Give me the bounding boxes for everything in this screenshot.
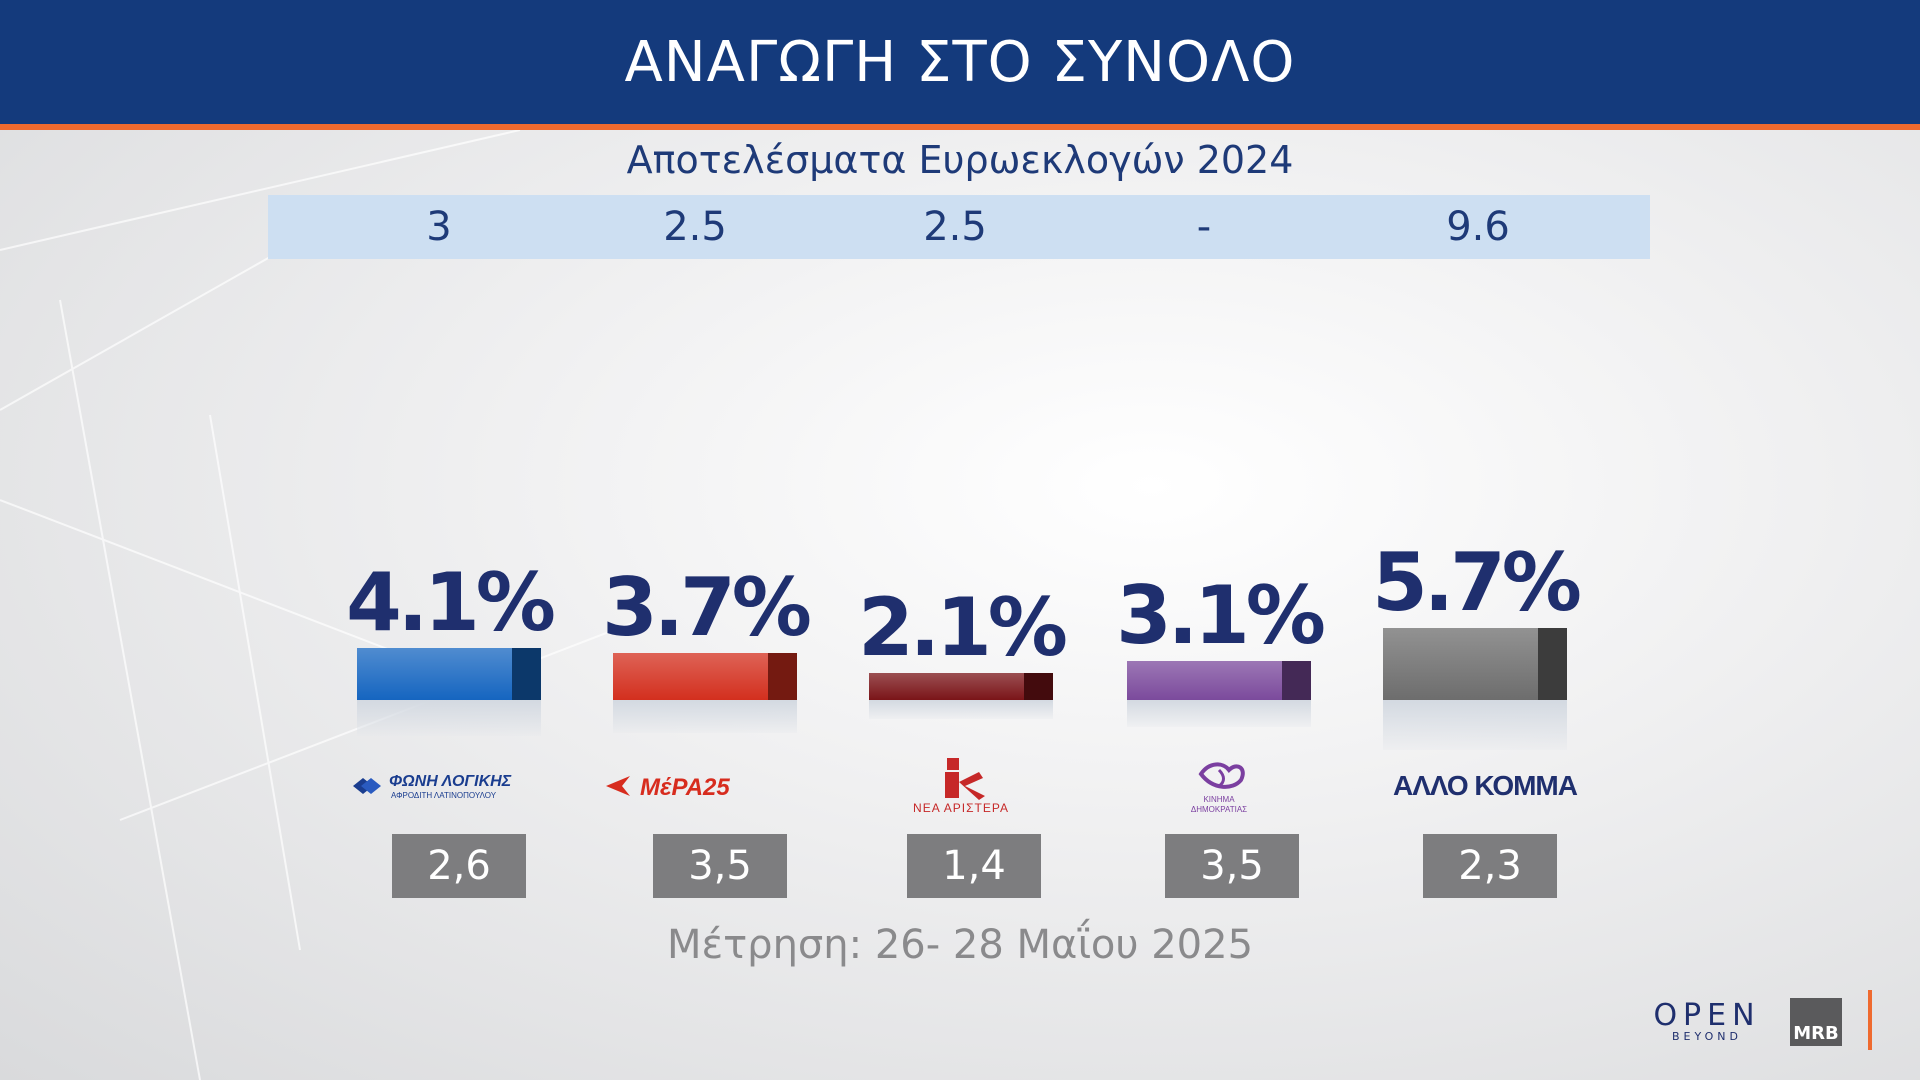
kinima-logo-icon: ΚΙΝΗΜΑ ΔΗΜΟΚΡΑΤΙΑΣ [1191,762,1247,814]
measurement-date: Μέτρηση: 26- 28 Μαΐου 2025 [666,922,1254,968]
previous-poll-box-3: 1,4 [907,834,1041,898]
brand-divider [1868,990,1872,1050]
mrb-logo: MRB [1790,998,1842,1046]
bar-face [613,653,768,700]
page-title: ΑΝΑΓΩΓΗ ΣΤΟ ΣΥΝΟΛΟ [624,29,1296,95]
bar-5 [1383,628,1567,700]
bar-face [869,673,1024,700]
bar-4 [1127,660,1311,700]
kinima-text-2: ΔΗΜΟΚΡΑΤΙΑΣ [1191,805,1247,814]
nea-aristera-text: ΝΕΑ ΑΡΙΣΤΕΡΑ [913,801,1009,815]
bar-reflection-5 [1383,700,1567,750]
previous-poll-box-2: 3,5 [653,834,787,898]
allo-komma-text: ΑΛΛΟ ΚΟΜΜΑ [1393,770,1578,801]
open-logo: OPEN [1653,998,1761,1033]
header-bar: ΑΝΑΓΩΓΗ ΣΤΟ ΣΥΝΟΛΟ [0,0,1920,130]
kinima-text-1: ΚΙΝΗΜΑ [1203,795,1235,804]
bar-reflection-2 [613,700,797,733]
bar-side [1024,673,1053,700]
logo-allo-komma: ΑΛΛΟ ΚΟΜΜΑ [1375,756,1595,816]
logo-nea-aristera: ΝΕΑ ΑΡΙΣΤΕΡΑ [851,756,1071,816]
foni-logikis-text: ΦΩΝΗ ΛΟΓΙΚΗΣ [389,773,512,790]
bar-reflection-3 [869,700,1053,719]
bar-reflection-1 [357,700,541,736]
open-beyond-text: BEYOND [1672,1030,1742,1043]
bar-value-label-2: 3.7% [602,561,812,655]
previous-value-5: 9.6 [1446,204,1510,250]
bar-side [1282,660,1311,700]
bar-value-label-4: 3.1% [1116,568,1326,662]
mera25-text: ΜέΡΑ25 [640,774,730,801]
bar-side [1538,628,1567,700]
mera25-logo-icon: ΜέΡΑ25 [606,774,730,801]
bar-face [1383,628,1538,700]
foni-logikis-subtext: ΑΦΡΟΔΙΤΗ ΛΑΤΙΝΟΠΟΥΛΟΥ [391,791,497,800]
bar-reflection-4 [1127,700,1311,727]
logo-mera25: ΜέΡΑ25 [595,756,815,816]
bar-side [512,648,541,700]
previous-value-4: - [1196,204,1212,250]
previous-results-title: Αποτελέσματα Ευρωεκλογών 2024 [626,138,1294,182]
previous-value-1: 3 [426,204,452,250]
previous-value-3: 2.5 [923,204,987,250]
bar-side [768,653,797,700]
foni-logikis-logo-icon: ΦΩΝΗ ΛΟΓΙΚΗΣ ΑΦΡΟΔΙΤΗ ΛΑΤΙΝΟΠΟΥΛΟΥ [353,773,512,800]
previous-results-band: 3 2.5 2.5 - 9.6 [268,195,1650,259]
bar-face [1127,660,1282,700]
previous-poll-box-1: 2,6 [392,834,526,898]
logo-kinima-dimokratias: ΚΙΝΗΜΑ ΔΗΜΟΚΡΑΤΙΑΣ [1109,756,1329,816]
previous-poll-box-5: 2,3 [1423,834,1557,898]
bar-value-label-5: 5.7% [1372,536,1582,629]
logo-foni-logikis: ΦΩΝΗ ΛΟΓΙΚΗΣ ΑΦΡΟΔΙΤΗ ΛΑΤΙΝΟΠΟΥΛΟΥ [339,756,559,816]
bar-3 [869,673,1053,700]
previous-value-2: 2.5 [663,204,727,250]
previous-poll-box-4: 3,5 [1165,834,1299,898]
bar-1 [357,648,541,700]
bar-2 [613,653,797,700]
bar-face [357,648,512,700]
bar-value-label-3: 2.1% [858,581,1068,675]
bar-value-label-1: 4.1% [346,556,556,650]
nea-aristera-logo-icon: ΝΕΑ ΑΡΙΣΤΕΡΑ [913,758,1009,815]
